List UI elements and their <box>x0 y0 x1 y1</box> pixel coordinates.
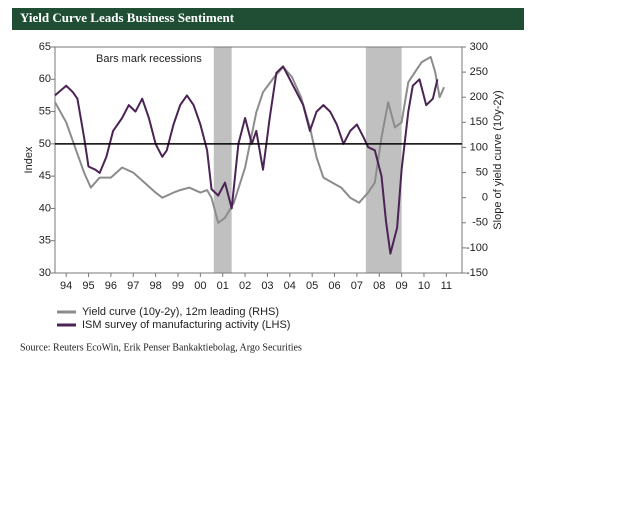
x-tick-label: 02 <box>239 280 251 292</box>
y2-tick-label: 300 <box>470 41 488 53</box>
annotation: Bars mark recessions <box>96 53 202 65</box>
x-tick-label: 11 <box>441 280 452 292</box>
y2-tick-label: 200 <box>470 91 488 103</box>
y2-tick-label: 50 <box>476 166 488 178</box>
y2-tick-label: -50 <box>472 217 488 229</box>
y-tick-label: 50 <box>39 138 51 150</box>
y-axis-label: Index <box>23 146 35 173</box>
y-tick-label: 40 <box>39 202 51 214</box>
x-tick-label: 09 <box>395 280 407 292</box>
x-tick-label: 98 <box>150 280 162 292</box>
x-tick-label: 01 <box>217 280 229 292</box>
legend-label: Yield curve (10y-2y), 12m leading (RHS) <box>82 306 279 318</box>
title-bar <box>12 8 524 30</box>
y2-tick-label: 250 <box>470 66 488 78</box>
x-tick-label: 00 <box>194 280 206 292</box>
y-tick-label: 60 <box>39 73 51 85</box>
x-tick-label: 96 <box>105 280 117 292</box>
recession-bar <box>213 47 232 273</box>
x-tick-label: 04 <box>284 280 296 292</box>
y2-tick-label: 100 <box>470 141 488 153</box>
x-tick-label: 99 <box>172 280 184 292</box>
chart-title: Yield Curve Leads Business Sentiment <box>20 10 235 25</box>
x-tick-label: 03 <box>261 280 273 292</box>
x-tick-label: 94 <box>60 280 72 292</box>
x-tick-label: 97 <box>127 280 139 292</box>
y2-tick-label: 150 <box>470 116 488 128</box>
legend-label: ISM survey of manufacturing activity (LH… <box>82 319 290 331</box>
y2-tick-label: -100 <box>466 242 488 254</box>
plot-frame <box>54 46 463 274</box>
y-tick-label: 35 <box>39 235 51 247</box>
x-tick-label: 07 <box>351 280 363 292</box>
y-tick-label: 55 <box>39 105 51 117</box>
x-tick-label: 95 <box>82 280 94 292</box>
y-tick-label: 65 <box>39 41 51 53</box>
recession-bar <box>365 47 402 273</box>
series-line <box>54 56 446 224</box>
y2-tick-label: 0 <box>482 192 488 204</box>
x-tick-label: 06 <box>328 280 340 292</box>
y2-axis-label: Slope of yield curve (10y-2y) <box>492 90 504 229</box>
x-tick-label: 10 <box>418 280 430 292</box>
x-tick-label: 05 <box>306 280 318 292</box>
y2-tick-label: -150 <box>466 267 488 279</box>
y-tick-label: 45 <box>39 170 51 182</box>
x-tick-label: 08 <box>373 280 385 292</box>
y-tick-label: 30 <box>39 267 51 279</box>
source: Source: Reuters EcoWin, Erik Penser Bank… <box>20 342 302 353</box>
